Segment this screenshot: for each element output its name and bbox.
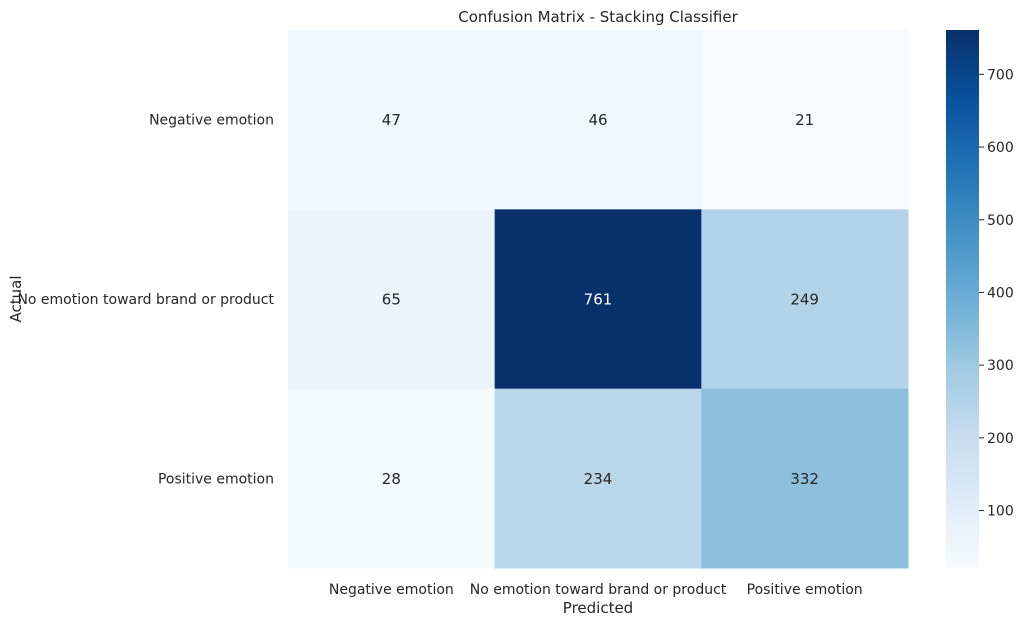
cell-value-label: 46: [588, 111, 607, 129]
colorbar-tick-label: 600: [987, 140, 1014, 156]
x-tick-label: No emotion toward brand or product: [470, 582, 727, 598]
colorbar-tick-label: 300: [987, 358, 1014, 374]
cell-value-label: 234: [584, 470, 613, 488]
colorbar-tick-labels: 100 200 300 400 500 600 700: [979, 67, 1014, 520]
heatmap-cell: [701, 388, 909, 569]
y-tick-label: Positive emotion: [158, 471, 274, 487]
cell-value-label: 47: [382, 111, 401, 129]
y-tick-label: Negative emotion: [149, 113, 274, 129]
heatmap-cell-labels: 47 46 21 65 761 249 28 234 332: [382, 111, 819, 488]
heatmap-cell: [494, 209, 702, 390]
heatmap-cell: [494, 30, 702, 210]
heatmap-cell: [288, 30, 496, 210]
cell-value-label: 332: [790, 470, 819, 488]
heatmap-cell: [288, 209, 496, 390]
colorbar-tick-label: 700: [987, 67, 1014, 83]
y-tick-label: No emotion toward brand or product: [17, 292, 274, 308]
x-tick-label: Positive emotion: [747, 582, 863, 598]
colorbar: [946, 30, 979, 568]
heatmap-cell: [288, 388, 496, 569]
cell-value-label: 761: [584, 291, 613, 309]
cell-value-label: 249: [790, 291, 819, 309]
chart-title: Confusion Matrix - Stacking Classifier: [458, 8, 738, 26]
x-tick-label: Negative emotion: [329, 582, 454, 598]
colorbar-tick-label: 500: [987, 213, 1014, 229]
heatmap-cells: [288, 30, 909, 569]
heatmap-cell: [701, 209, 909, 390]
heatmap-cell: [701, 30, 909, 210]
cell-value-label: 21: [795, 111, 814, 129]
x-axis-label: Predicted: [563, 599, 633, 617]
cell-value-label: 28: [382, 470, 401, 488]
colorbar-tick-label: 400: [987, 285, 1014, 301]
x-axis-tick-labels: Negative emotion No emotion toward brand …: [329, 582, 863, 598]
y-axis-tick-labels: Negative emotion No emotion toward brand …: [17, 113, 274, 488]
colorbar-tick-label: 100: [987, 504, 1014, 520]
y-axis-label: Actual: [7, 276, 25, 323]
colorbar-tick-label: 200: [987, 431, 1014, 447]
heatmap-cell: [494, 388, 702, 569]
cell-value-label: 65: [382, 291, 401, 309]
